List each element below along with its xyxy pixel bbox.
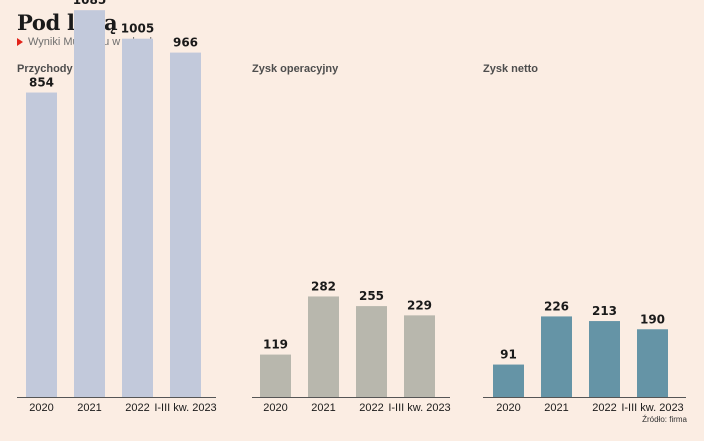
data-label-operating-profit-0: 119 bbox=[263, 338, 288, 352]
bar-operating-profit-1 bbox=[308, 296, 339, 397]
source-note: Źródło: firma bbox=[642, 415, 687, 424]
data-label-revenue-3: 966 bbox=[173, 36, 198, 50]
chart-revenue: 854 2020 1085 2021 1005 2022 966 I-III kw. 2023 bbox=[17, 0, 217, 414]
chart-operating-profit: 119 2020 282 2021 255 2022 229 I-III kw. 2023 bbox=[252, 279, 451, 414]
data-label-net-profit-3: 190 bbox=[640, 312, 665, 326]
chart-net-profit: 91 2020 226 2021 213 2022 190 I-III kw. 2023 bbox=[483, 299, 686, 414]
panel-title-operating-profit: Zysk operacyjny bbox=[252, 63, 339, 75]
data-label-revenue-1: 1085 bbox=[73, 0, 106, 7]
bar-revenue-1 bbox=[74, 10, 105, 397]
tick-label-net-profit-3: I-III kw. 2023 bbox=[621, 402, 683, 414]
tick-label-operating-profit-2: 2022 bbox=[359, 402, 383, 414]
tick-label-net-profit-1: 2021 bbox=[544, 402, 568, 414]
tick-label-operating-profit-0: 2020 bbox=[263, 402, 287, 414]
bar-net-profit-1 bbox=[541, 316, 572, 397]
data-label-revenue-2: 1005 bbox=[121, 22, 154, 36]
bar-net-profit-2 bbox=[589, 321, 620, 397]
panel-title-net-profit: Zysk netto bbox=[483, 63, 539, 75]
data-label-net-profit-1: 226 bbox=[544, 299, 569, 313]
tick-label-operating-profit-1: 2021 bbox=[311, 402, 335, 414]
tick-label-operating-profit-3: I-III kw. 2023 bbox=[388, 402, 450, 414]
tick-label-revenue-3: I-III kw. 2023 bbox=[154, 402, 216, 414]
data-label-revenue-0: 854 bbox=[29, 76, 54, 90]
bar-operating-profit-3 bbox=[404, 315, 435, 397]
data-label-operating-profit-3: 229 bbox=[407, 298, 432, 312]
bar-operating-profit-2 bbox=[356, 306, 387, 397]
tick-label-net-profit-0: 2020 bbox=[496, 402, 520, 414]
tick-label-revenue-2: 2022 bbox=[125, 402, 149, 414]
data-label-operating-profit-2: 255 bbox=[359, 289, 384, 303]
tick-label-revenue-1: 2021 bbox=[77, 402, 101, 414]
bar-net-profit-3 bbox=[637, 329, 668, 397]
bar-operating-profit-0 bbox=[260, 354, 291, 397]
bar-revenue-0 bbox=[26, 92, 57, 398]
data-label-operating-profit-1: 282 bbox=[311, 279, 336, 293]
data-label-net-profit-0: 91 bbox=[500, 348, 517, 362]
bar-revenue-3 bbox=[170, 52, 201, 397]
bar-revenue-2 bbox=[122, 38, 153, 398]
data-label-net-profit-2: 213 bbox=[592, 304, 617, 318]
panel-title-revenue: Przychody bbox=[17, 63, 73, 75]
bar-net-profit-0 bbox=[493, 364, 524, 397]
tick-label-revenue-0: 2020 bbox=[29, 402, 53, 414]
tick-label-net-profit-2: 2022 bbox=[592, 402, 616, 414]
red-triangle-icon bbox=[17, 38, 23, 46]
